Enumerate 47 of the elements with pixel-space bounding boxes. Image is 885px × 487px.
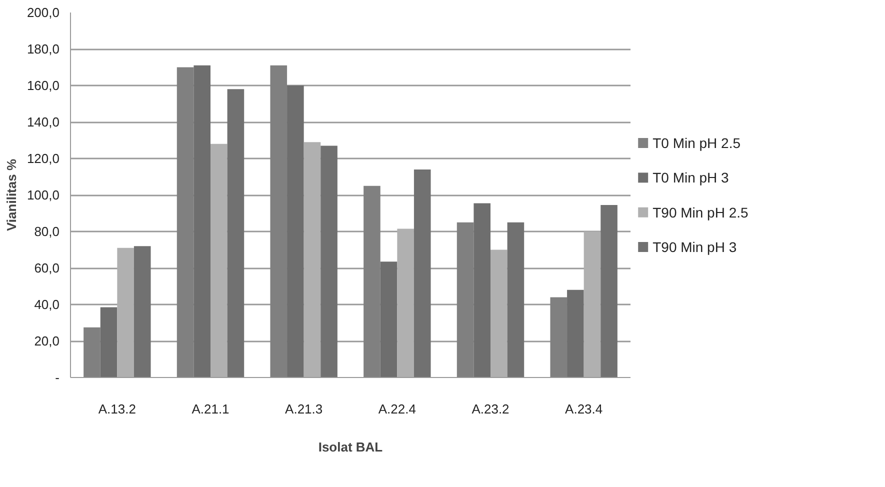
y-tick-label: 200,0 xyxy=(26,5,60,20)
bar xyxy=(210,144,228,378)
y-tick-label: - xyxy=(55,370,60,385)
y-tick-label: 80,0 xyxy=(34,224,60,239)
y-tick-label: 140,0 xyxy=(26,114,60,130)
y-tick-label: 40,0 xyxy=(34,297,60,312)
bar xyxy=(117,248,134,378)
bar xyxy=(227,89,244,378)
legend-label: T0 Min pH 3 xyxy=(652,170,730,186)
bar xyxy=(84,327,100,378)
x-tick-label: A.21.3 xyxy=(285,402,323,416)
x-tick-label: A.21.1 xyxy=(192,402,230,416)
x-tick-label: A.22.4 xyxy=(378,402,416,416)
legend-label: T90 Min pH 2.5 xyxy=(652,204,749,220)
y-axis-title: Vianilitas % xyxy=(4,158,19,232)
x-tick-label: A.23.2 xyxy=(472,402,510,416)
legend-label: T0 Min pH 2.5 xyxy=(652,134,741,151)
y-tick-label: 120,0 xyxy=(26,151,60,166)
y-tick-label: 20,0 xyxy=(34,334,60,348)
bar xyxy=(567,290,584,378)
bar xyxy=(550,297,568,378)
bar xyxy=(270,65,288,378)
bar xyxy=(456,222,474,378)
bar xyxy=(584,232,601,378)
bar xyxy=(397,228,414,378)
y-tick-label: 60,0 xyxy=(34,260,60,276)
bar xyxy=(414,169,431,378)
bar xyxy=(194,65,210,378)
bar xyxy=(490,250,508,378)
x-axis-title: Isolat BAL xyxy=(318,440,383,454)
bar xyxy=(100,307,118,378)
bar xyxy=(474,203,490,378)
bar xyxy=(304,142,321,378)
bar xyxy=(176,67,194,378)
bar xyxy=(134,246,151,378)
bar xyxy=(507,222,524,378)
legend-label: T90 Min pH 3 xyxy=(652,239,737,256)
y-tick-label: 180,0 xyxy=(26,42,60,56)
x-tick-label: A.13.2 xyxy=(98,402,136,416)
y-tick-label: 100,0 xyxy=(26,188,60,202)
bar xyxy=(320,146,338,378)
bar xyxy=(380,262,398,378)
y-tick-label: 160,0 xyxy=(26,78,60,93)
x-tick-label: A.23.4 xyxy=(565,402,603,416)
bar xyxy=(364,186,380,378)
bar xyxy=(287,86,304,378)
bar xyxy=(600,205,618,378)
